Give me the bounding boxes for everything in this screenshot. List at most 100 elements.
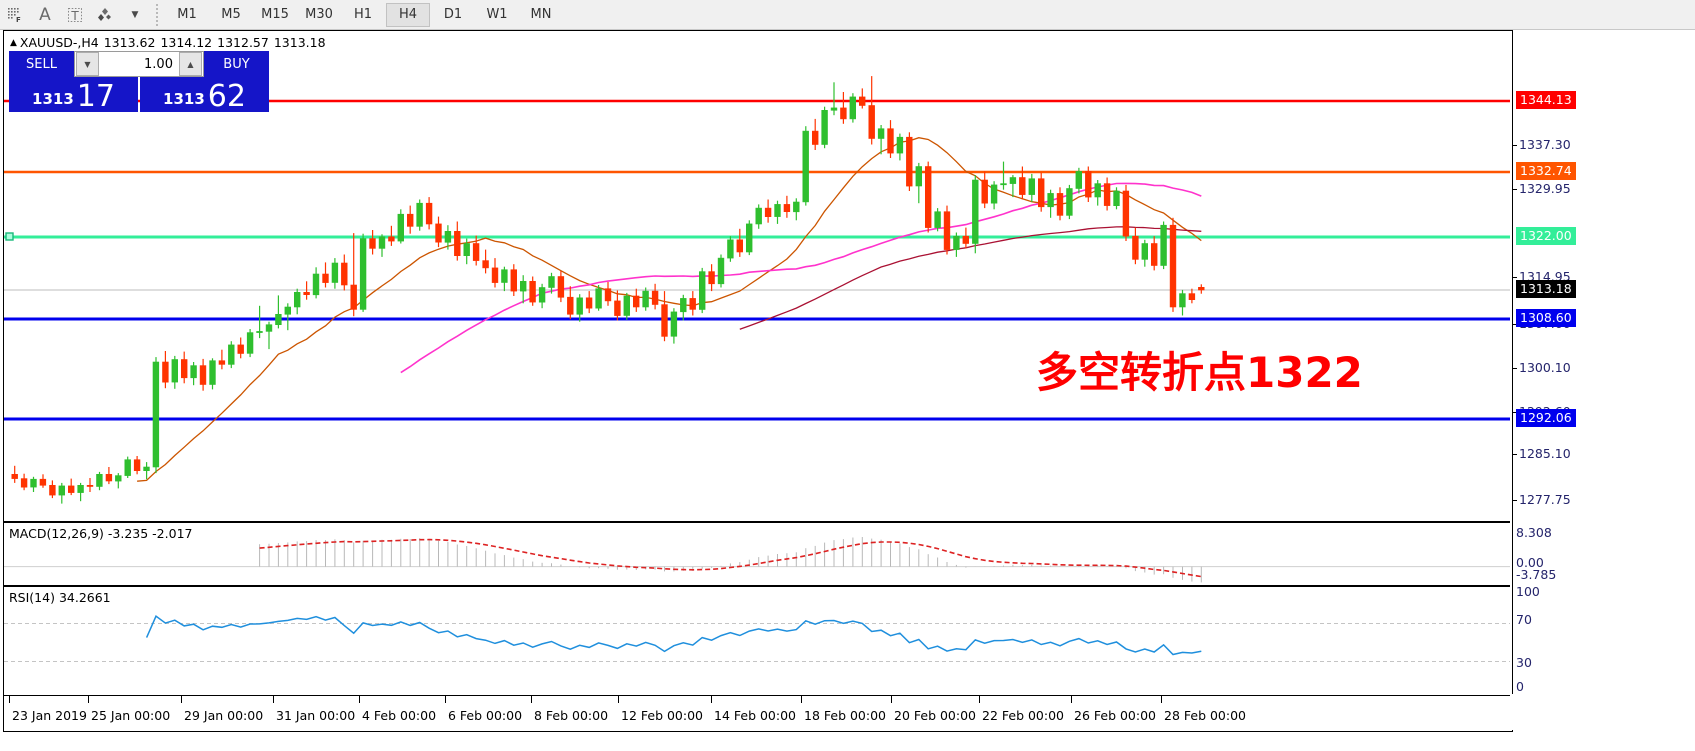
price-tick [1512,324,1517,325]
price-chip-1308-60[interactable]: 1308.60 [1516,309,1576,327]
sell-button[interactable]: SELL [9,51,74,77]
time-tick [359,696,360,703]
candle-body [20,478,28,488]
candle-body [953,235,960,250]
symbol-name: XAUUSD-,H4 [19,35,99,50]
timeframe-h4[interactable]: H4 [386,2,430,27]
volume-increment-button[interactable]: ▲ [178,52,202,76]
time-axis: 23 Jan 2019 25 Jan 00:00 29 Jan 00:00 31 Ja… [4,695,1510,730]
candle-body [397,213,404,242]
candle-body [689,298,696,310]
toolbar: F A T ▼ M1 M5 M15 M30 H1 H4 D1 [0,0,1695,30]
candle-body [1019,177,1026,195]
rsi-pane: RSI(14) 34.2661 [4,585,1510,697]
candle-body [529,281,536,303]
candle-body [698,271,706,310]
candle-body [86,484,94,487]
price-chip-1322-00[interactable]: 1322.00 [1516,227,1576,245]
timeframe-h1[interactable]: H1 [353,7,373,22]
volume-input[interactable]: 1.00 [144,56,173,72]
price-chip-1344-13[interactable]: 1344.13 [1516,91,1576,109]
ma-fast-line [137,137,1202,482]
macd-scale-neg3-785: -3.785 [1516,567,1557,582]
candle-body [793,201,800,213]
candle-body [237,344,244,354]
candle-body [39,478,47,486]
price-chip-1313-18[interactable]: 1313.18 [1516,280,1576,298]
timeframe-d1[interactable]: D1 [443,7,463,22]
buy-price-integer: 1313 [163,90,205,108]
rsi-scale-100: 100 [1516,584,1540,599]
candle-body [275,313,282,325]
buy-button[interactable]: BUY [203,51,269,77]
buy-price-display[interactable]: 1313 62 [140,77,269,112]
candle-body [49,484,56,496]
sell-price-integer: 1313 [32,90,74,108]
candle-body [1122,190,1130,237]
candle-body [133,459,141,472]
candle-body [981,179,988,204]
time-tick [531,696,532,703]
price-label-1329-95: 1329.95 [1519,181,1571,196]
candle-body [162,361,169,383]
candle-body [1141,243,1149,260]
candle-body [171,359,178,383]
candle-body [199,365,207,385]
timeframe-w1[interactable]: W1 [486,7,508,22]
candle-body [858,96,866,106]
candle-body [868,105,875,139]
time-tick [711,696,712,703]
price-chip-1332-74[interactable]: 1332.74 [1516,162,1576,180]
timeframe-mn[interactable]: MN [530,7,552,22]
price-scale[interactable]: 1344.13 1337.30 1332.74 1329.95 1322.00 1314.… [1512,30,1692,730]
price-label-1277-75: 1277.75 [1519,492,1571,507]
one-click-trading-panel: SELL ▼ 1.00 ▲ BUY 1313 17 1313 62 [9,51,269,112]
candle-body [595,288,602,309]
candle-series [11,76,1205,504]
candle-body [887,128,894,154]
time-tick [801,696,802,703]
sell-price-display[interactable]: 1313 17 [9,77,138,112]
candle-body [548,276,555,288]
text-box-icon[interactable]: T [60,2,90,28]
price-tick [1512,189,1517,190]
candle-body [830,107,838,111]
volume-decrement-button[interactable]: ▼ [76,52,99,76]
candle-body [1113,190,1120,206]
candle-body [877,128,885,139]
price-scale-pane[interactable]: 1344.13 1337.30 1332.74 1329.95 1322.00 1314.… [1512,30,1692,730]
price-chip-1292-06[interactable]: 1292.06 [1516,409,1576,427]
candle-body [256,331,263,333]
candle-body [1009,177,1017,184]
price-tick [1512,500,1517,501]
candle-body [77,484,84,493]
chart-canvas[interactable]: MACD(12,26,9) -3.235 -2.017 RSI(14) 34.2… [3,30,1513,732]
objects-icon[interactable] [90,2,120,28]
time-label: 31 Jan 00:00 [276,708,356,723]
volume-input-group[interactable]: ▼ 1.00 ▲ [74,51,204,77]
price-tick [1512,412,1517,413]
price-pane [4,31,1510,521]
collapse-icon[interactable]: ▲ [10,38,17,48]
candle-body [783,204,791,212]
candle-body [416,202,423,227]
pivot-line-handle[interactable] [5,232,14,241]
timeframe-m5[interactable]: M5 [221,7,241,22]
time-label: 4 Feb 00:00 [362,708,437,723]
text-label-icon[interactable]: A [39,4,51,25]
candle-body [491,267,499,283]
candle-body [444,231,452,243]
candle-body [943,211,951,250]
crosshair-icon[interactable]: F [0,2,30,28]
buy-price-decimal: 62 [207,79,246,114]
time-label: 8 Feb 00:00 [534,708,609,723]
candle-body [463,243,470,256]
timeframe-m15[interactable]: M15 [261,7,289,22]
candle-body [1075,171,1083,189]
candle-body [190,365,197,379]
timeframe-m30[interactable]: M30 [305,7,333,22]
candle-body [632,295,640,308]
timeframe-m1[interactable]: M1 [177,7,197,22]
candle-body [1000,183,1007,186]
dropdown-arrow-icon[interactable]: ▼ [131,9,139,20]
